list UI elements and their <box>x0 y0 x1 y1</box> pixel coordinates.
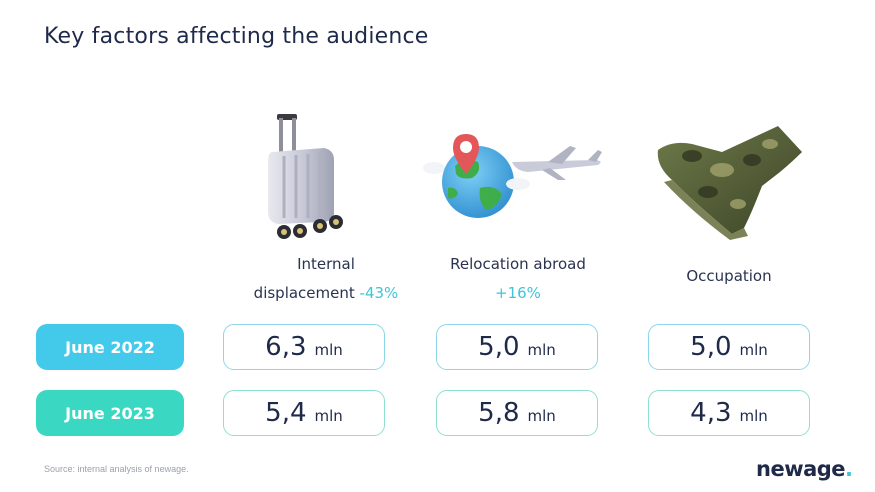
row-label-june-2022: June 2022 <box>36 324 184 370</box>
column-label-internal-displacement: Internal displacement -43% <box>236 250 416 308</box>
value-cell: 5,8 mln <box>436 390 598 436</box>
value-number: 4,3 <box>690 398 732 428</box>
logo-text: newage <box>756 457 846 481</box>
change-percent: -43% <box>359 284 399 302</box>
column-label-line2: displacement <box>253 284 355 302</box>
brand-logo: newage. <box>756 457 853 481</box>
value-unit: mln <box>739 407 768 425</box>
suitcase-icon <box>262 110 352 245</box>
military-boot-icon <box>652 122 812 242</box>
value-unit: mln <box>739 341 768 359</box>
logo-dot: . <box>845 457 853 481</box>
value-number: 5,4 <box>265 398 307 428</box>
value-cell: 5,0 mln <box>648 324 810 370</box>
value-cell: 6,3 mln <box>223 324 385 370</box>
column-label-line1: Relocation abroad <box>450 255 586 273</box>
value-cell: 4,3 mln <box>648 390 810 436</box>
value-number: 5,8 <box>478 398 520 428</box>
change-percent: +16% <box>495 284 541 302</box>
value-number: 5,0 <box>690 332 732 362</box>
column-label-occupation: Occupation <box>648 262 810 291</box>
value-number: 5,0 <box>478 332 520 362</box>
page-title: Key factors affecting the audience <box>44 24 429 49</box>
value-cell: 5,4 mln <box>223 390 385 436</box>
value-unit: mln <box>527 341 556 359</box>
value-number: 6,3 <box>265 332 307 362</box>
value-unit: mln <box>314 341 343 359</box>
source-note: Source: internal analysis of newage. <box>44 464 189 474</box>
column-label-relocation-abroad: Relocation abroad +16% <box>426 250 610 308</box>
column-label-line1: Occupation <box>686 267 772 285</box>
value-unit: mln <box>527 407 556 425</box>
value-cell: 5,0 mln <box>436 324 598 370</box>
globe-plane-icon <box>420 132 610 227</box>
column-label-line1: Internal <box>297 255 355 273</box>
value-unit: mln <box>314 407 343 425</box>
row-label-june-2023: June 2023 <box>36 390 184 436</box>
